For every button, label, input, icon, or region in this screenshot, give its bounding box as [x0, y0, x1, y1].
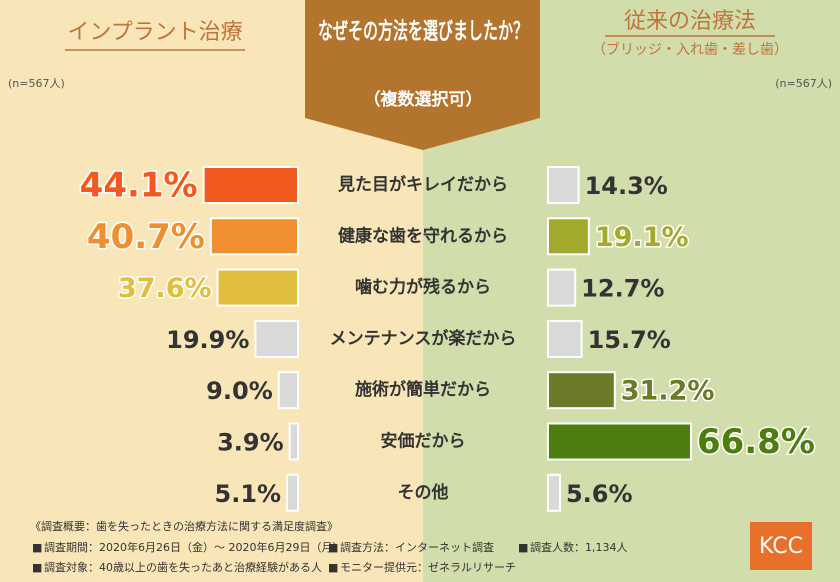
survey-heading: 《調査概要：歯を失ったときの治療方法に関する満足度調査》: [30, 519, 338, 533]
category-label: 噛む力が残るから: [355, 277, 491, 298]
bar: [547, 268, 577, 307]
value-label: 44.1%: [80, 166, 198, 206]
category-label: メンテナンスが楽だから: [330, 328, 517, 349]
value-label: 37.6%: [118, 273, 212, 304]
bar: [547, 166, 580, 204]
bar: [547, 422, 692, 461]
bar: [547, 217, 590, 256]
left-series-title: インプラント治療: [67, 20, 242, 45]
bar: [254, 319, 299, 358]
value-label: 66.8%: [697, 422, 815, 462]
value-label: 5.6%: [566, 480, 633, 508]
bar: [547, 371, 616, 410]
category-label: 施術が簡単だから: [355, 379, 491, 400]
bar: [286, 473, 299, 512]
right-series-title: 従来の治療法: [624, 9, 756, 34]
chart-title: なぜその方法を選びましたか？: [318, 18, 528, 45]
survey-item: 調査対象：40歳以上の歯を失ったあと治療経験がある人: [44, 560, 322, 574]
value-label: 31.2%: [621, 376, 715, 407]
category-label: 安価だから: [381, 431, 466, 452]
value-label: 15.7%: [588, 326, 671, 354]
bullet: ■: [32, 541, 42, 554]
value-label: 19.9%: [166, 326, 249, 354]
bar: [277, 371, 299, 410]
sample-size: (n=567人): [8, 77, 65, 90]
logo: KCC: [759, 534, 803, 559]
bullet: ■: [32, 561, 42, 574]
survey-item: 調査方法：インターネット調査: [340, 540, 494, 554]
survey-item: 調査期間：2020年6月26日（金）～ 2020年6月29日（月）: [44, 540, 343, 554]
chart-subtitle: （複数選択可）: [364, 89, 483, 110]
bar: [202, 166, 300, 204]
value-label: 19.1%: [595, 222, 689, 253]
value-label: 14.3%: [585, 172, 668, 200]
logo-box: [750, 522, 812, 570]
survey-item: モニター提供元：ゼネラルリサーチ: [340, 560, 516, 574]
value-label: 5.1%: [215, 480, 282, 508]
bar: [216, 268, 299, 307]
bullet: ■: [518, 541, 528, 554]
value-label: 9.0%: [206, 377, 273, 405]
category-label: 健康な歯を守れるから: [338, 225, 508, 246]
category-label: その他: [398, 482, 449, 503]
value-label: 3.9%: [217, 429, 284, 457]
bar: [547, 319, 583, 358]
value-label: 40.7%: [87, 217, 205, 257]
right-series-subtitle: （ブリッジ・入れ歯・差し歯）: [592, 41, 788, 58]
survey-item: 調査人数：1,134人: [530, 540, 628, 554]
category-label: 見た目がキレイだから: [337, 174, 508, 195]
bar: [288, 422, 299, 461]
bullet: ■: [328, 541, 338, 554]
bar: [209, 217, 299, 256]
title-banner: [305, 0, 540, 150]
sample-size: (n=567人): [775, 77, 832, 90]
value-label: 12.7%: [581, 275, 664, 303]
bullet: ■: [328, 561, 338, 574]
bar: [547, 473, 561, 512]
